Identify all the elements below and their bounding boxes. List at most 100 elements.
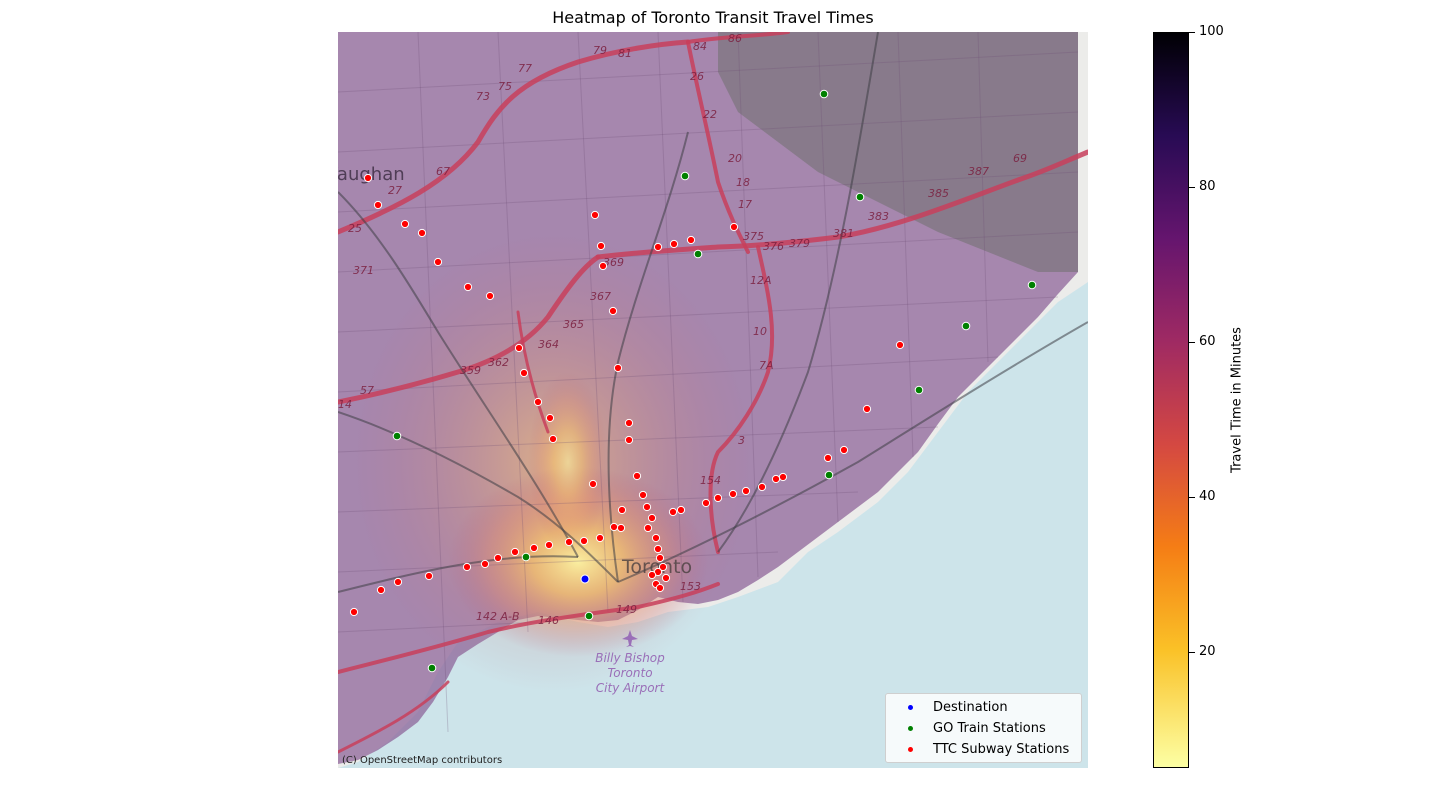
legend-item-destination: Destination [894, 698, 1008, 716]
route-label: 385 [928, 187, 949, 200]
colorbar-tick-label: 100 [1199, 24, 1224, 39]
ttc-subway-station-marker [728, 489, 738, 499]
ttc-subway-station-marker [669, 239, 679, 249]
route-label: 364 [538, 338, 559, 351]
ttc-subway-station-marker [349, 607, 359, 617]
rail-lines [338, 32, 1088, 593]
highways [338, 32, 1088, 754]
go-train-station-marker [961, 321, 971, 331]
ttc-subway-station-marker [433, 257, 443, 267]
airport-label-line: Toronto [607, 666, 652, 680]
ttc-subway-station-marker [661, 573, 671, 583]
legend-item-go-train: GO Train Stations [894, 719, 1046, 737]
ttc-subway-station-marker [510, 547, 520, 557]
ttc-subway-station-marker [590, 210, 600, 220]
route-label: 376 [763, 240, 784, 253]
go-train-station-marker [427, 663, 437, 673]
route-label: 81 [618, 47, 632, 60]
ttc-subway-station-marker [676, 505, 686, 515]
route-label: 365 [563, 318, 584, 331]
route-label: 86 [728, 32, 742, 45]
route-label: 7A [759, 359, 774, 372]
legend-item-ttc-subway: TTC Subway Stations [894, 740, 1069, 758]
ttc-subway-station-marker [638, 490, 648, 500]
route-label: 383 [868, 210, 889, 223]
northeast-overlay [718, 32, 1078, 272]
legend-label: TTC Subway Stations [933, 741, 1070, 757]
airport-label-line: Billy Bishop [595, 651, 665, 665]
ttc-subway-station-marker [598, 261, 608, 271]
ttc-subway-station-marker [862, 404, 872, 414]
ttc-subway-station-marker [493, 553, 503, 563]
legend: Destination GO Train Stations TTC Subway… [885, 693, 1082, 763]
ttc-subway-station-marker [642, 502, 652, 512]
legend-label: Destination [933, 699, 1008, 715]
legend-label: GO Train Stations [933, 720, 1046, 736]
ttc-subway-station-marker [741, 486, 751, 496]
route-label: 26 [690, 70, 704, 83]
ttc-subway-station-marker [533, 397, 543, 407]
ttc-subway-station-marker [564, 537, 574, 547]
airport-icon [622, 630, 638, 647]
ttc-subway-station-marker [647, 513, 657, 523]
colorbar-tick-label: 20 [1199, 644, 1216, 659]
map-title: Heatmap of Toronto Transit Travel Times [552, 8, 874, 27]
route-label: 57 [360, 384, 374, 397]
ttc-subway-station-marker [655, 583, 665, 593]
ttc-subway-station-marker [729, 222, 739, 232]
route-label: 387 [968, 165, 989, 178]
route-label: 67 [436, 165, 450, 178]
colorbar-tick [1189, 497, 1195, 498]
ttc-subway-station-marker [400, 219, 410, 229]
ttc-subway-station-marker [417, 228, 427, 238]
go-train-station-marker [584, 611, 594, 621]
route-label: 75 [498, 80, 512, 93]
ttc-subway-station-marker [771, 474, 781, 484]
route-label: 154 [700, 474, 721, 487]
map-attribution: (C) OpenStreetMap contributors [342, 755, 503, 766]
route-labels: 79 81 84 86 75 77 73 26 22 20 18 17 375 … [338, 32, 1027, 627]
ttc-subway-station-marker [548, 434, 558, 444]
route-label: 142 A-B [476, 610, 520, 623]
go-train-station-marker [824, 470, 834, 480]
ttc-subway-station-marker [373, 200, 383, 210]
destination-marker [580, 574, 590, 584]
ttc-subway-station-marker [609, 522, 619, 532]
colorbar-tick-label: 40 [1199, 489, 1216, 504]
go-train-station-marker [680, 171, 690, 181]
colorbar-tick [1189, 342, 1195, 343]
city-label-toronto: Toronto [621, 556, 692, 578]
city-label-vaughan: Vaughan [338, 164, 405, 185]
ttc-subway-station-marker [595, 533, 605, 543]
route-label: 18 [736, 176, 750, 189]
ttc-subway-station-marker [514, 343, 524, 353]
ttc-subway-station-marker [463, 282, 473, 292]
colorbar-tick [1189, 652, 1195, 653]
route-label: 359 [460, 364, 481, 377]
airport-label-line: City Airport [596, 681, 666, 695]
ttc-subway-station-marker [653, 242, 663, 252]
ttc-subway-station-marker [596, 241, 606, 251]
route-label: 84 [693, 40, 707, 53]
route-label: 369 [603, 256, 624, 269]
go-train-station-marker [914, 385, 924, 395]
route-label: 25 [348, 222, 362, 235]
ttc-subway-station-marker [544, 540, 554, 550]
ttc-subway-station-marker [647, 570, 657, 580]
colorbar-title: Travel Time in Minutes [1229, 327, 1245, 473]
route-label: 79 [593, 44, 607, 57]
colorbar-tick [1189, 187, 1195, 188]
ttc-subway-station-marker [653, 544, 663, 554]
ttc-subway-station-marker [643, 523, 653, 533]
map-panel[interactable]: 79 81 84 86 75 77 73 26 22 20 18 17 375 … [338, 32, 1088, 768]
route-label: 73 [476, 90, 490, 103]
route-label: 22 [703, 108, 717, 121]
colorbar [1153, 32, 1189, 768]
route-label: 69 [1013, 152, 1027, 165]
ttc-subway-station-marker [579, 536, 589, 546]
ttc-subway-station-marker [588, 479, 598, 489]
ttc-subway-station-marker [778, 472, 788, 482]
route-label: 381 [833, 227, 854, 240]
go-train-station-marker [855, 192, 865, 202]
route-label: 20 [728, 152, 742, 165]
